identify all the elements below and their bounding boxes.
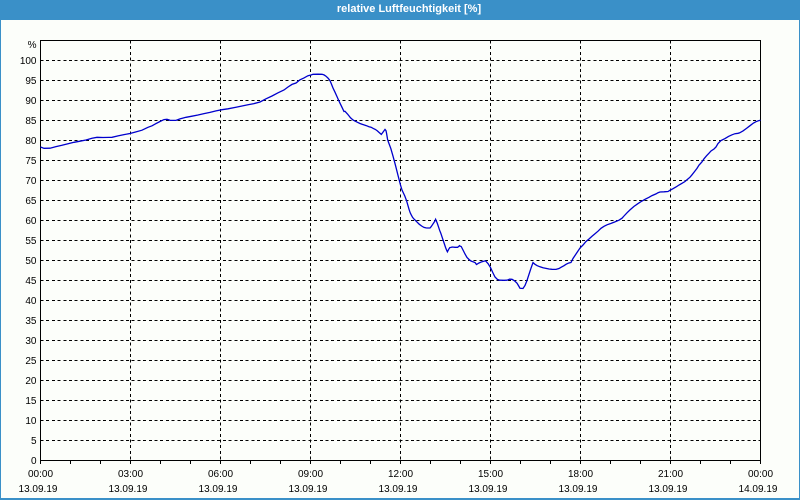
svg-text:12:00: 12:00 <box>388 469 413 480</box>
svg-text:30: 30 <box>25 336 37 347</box>
svg-text:%: % <box>28 40 37 51</box>
svg-text:03:00: 03:00 <box>118 469 143 480</box>
svg-text:80: 80 <box>25 136 37 147</box>
svg-text:35: 35 <box>25 316 37 327</box>
svg-text:13.09.19: 13.09.19 <box>649 484 688 495</box>
svg-text:70: 70 <box>25 176 37 187</box>
svg-text:13.09.19: 13.09.19 <box>199 484 238 495</box>
svg-text:90: 90 <box>25 96 37 107</box>
svg-text:13.09.19: 13.09.19 <box>559 484 598 495</box>
svg-text:100: 100 <box>20 56 37 67</box>
svg-text:65: 65 <box>25 196 37 207</box>
svg-text:20: 20 <box>25 376 37 387</box>
svg-text:13.09.19: 13.09.19 <box>109 484 148 495</box>
svg-text:13.09.19: 13.09.19 <box>379 484 418 495</box>
svg-text:21:00: 21:00 <box>658 469 683 480</box>
svg-text:75: 75 <box>25 156 37 167</box>
svg-text:13.09.19: 13.09.19 <box>19 484 58 495</box>
svg-text:00:00: 00:00 <box>28 469 53 480</box>
svg-text:60: 60 <box>25 216 37 227</box>
svg-text:15:00: 15:00 <box>478 469 503 480</box>
svg-text:13.09.19: 13.09.19 <box>289 484 328 495</box>
svg-text:10: 10 <box>25 416 37 427</box>
svg-text:00:00: 00:00 <box>748 469 773 480</box>
svg-text:55: 55 <box>25 236 37 247</box>
svg-text:15: 15 <box>25 396 37 407</box>
svg-text:18:00: 18:00 <box>568 469 593 480</box>
svg-text:85: 85 <box>25 116 37 127</box>
svg-text:5: 5 <box>31 436 37 447</box>
svg-text:40: 40 <box>25 296 37 307</box>
svg-text:25: 25 <box>25 356 37 367</box>
svg-text:95: 95 <box>25 76 37 87</box>
svg-text:50: 50 <box>25 256 37 267</box>
svg-text:45: 45 <box>25 276 37 287</box>
svg-text:09:00: 09:00 <box>298 469 323 480</box>
svg-text:0: 0 <box>31 456 37 467</box>
svg-text:14.09.19: 14.09.19 <box>739 484 778 495</box>
svg-text:06:00: 06:00 <box>208 469 233 480</box>
svg-text:13.09.19: 13.09.19 <box>469 484 508 495</box>
svg-text:relative Luftfeuchtigkeit [%]: relative Luftfeuchtigkeit [%] <box>337 3 482 15</box>
